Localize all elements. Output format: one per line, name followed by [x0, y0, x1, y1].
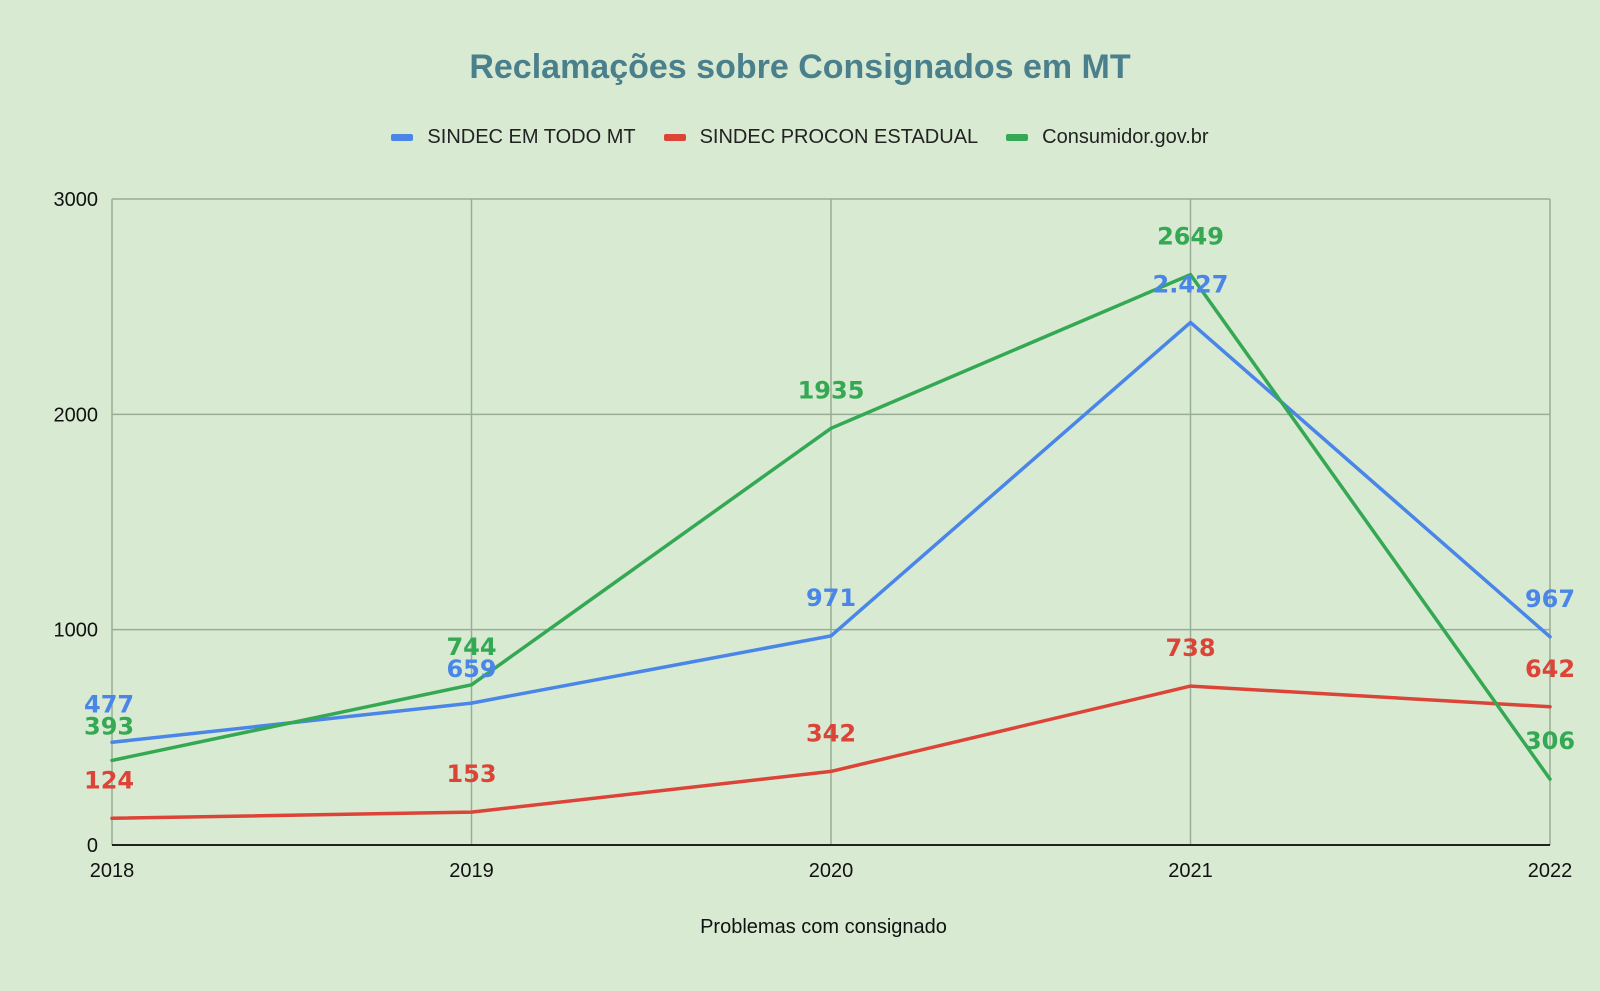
legend-label-consumidor: Consumidor.gov.br [1042, 126, 1209, 148]
data-label: 2649 [1157, 223, 1224, 251]
data-label: 744 [446, 633, 496, 661]
x-tick-label: 2018 [90, 860, 135, 882]
series-line-0 [110, 320, 1552, 745]
legend-swatch-sindec-procon [663, 134, 686, 141]
data-label: 642 [1525, 655, 1575, 683]
legend-swatch-sindec-mt [391, 134, 414, 141]
x-tick-label: 2020 [809, 860, 854, 882]
legend: SINDEC EM TODO MT SINDEC PROCON ESTADUAL… [0, 126, 1600, 149]
data-label: 2.427 [1153, 270, 1229, 298]
x-tick-label: 2022 [1528, 860, 1573, 882]
data-label: 124 [84, 766, 134, 794]
x-axis-title: Problemas com consignado [700, 916, 947, 938]
legend-label-sindec-procon: SINDEC PROCON ESTADUAL [699, 126, 979, 148]
chart-title: Reclamações sobre Consignados em MT [469, 48, 1131, 86]
legend-item-sindec-mt[interactable]: SINDEC EM TODO MT [391, 126, 636, 149]
x-tick-label: 2021 [1168, 860, 1213, 882]
x-tick-label: 2019 [449, 860, 494, 882]
legend-item-consumidor[interactable]: Consumidor.gov.br [1006, 126, 1209, 149]
series-line-2 [110, 272, 1552, 781]
data-label: 971 [806, 584, 856, 612]
y-tick-label: 2000 [54, 404, 99, 426]
data-label: 659 [446, 655, 496, 683]
data-label: 153 [446, 760, 496, 788]
data-label: 306 [1525, 727, 1575, 755]
legend-item-sindec-procon[interactable]: SINDEC PROCON ESTADUAL [663, 126, 979, 149]
y-tick-label: 3000 [54, 189, 99, 211]
data-label: 1935 [798, 376, 865, 404]
y-tick-label: 1000 [54, 620, 99, 642]
y-tick-label: 0 [87, 835, 98, 857]
legend-swatch-consumidor [1006, 134, 1029, 141]
legend-label-sindec-mt: SINDEC EM TODO MT [427, 126, 636, 148]
data-label: 477 [84, 690, 134, 718]
data-label: 393 [84, 712, 134, 740]
data-label: 738 [1165, 634, 1215, 662]
data-label: 342 [806, 719, 856, 747]
data-label: 967 [1525, 585, 1575, 613]
series-line-1 [110, 684, 1552, 821]
